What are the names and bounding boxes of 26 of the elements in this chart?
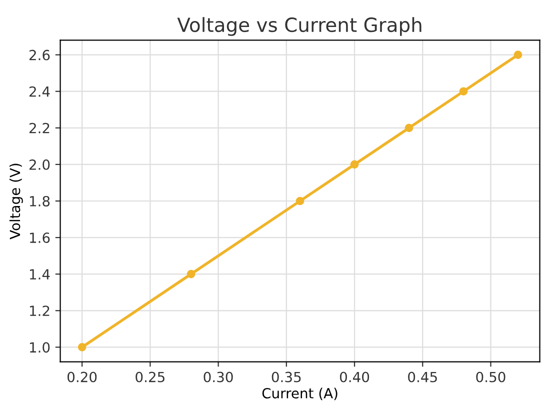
y-tick-label: 1.8 (30, 196, 50, 206)
y-tick-label: 1.4 (30, 269, 50, 280)
point (350, 160, 359, 169)
point (459, 87, 468, 96)
point (514, 50, 522, 59)
y-tick-label: 2.2 (29, 122, 50, 134)
x-tick-label: 0.25 (136, 372, 164, 382)
y-tick-label: 2.0 (29, 159, 50, 170)
x-tick-label: 0.20 (68, 372, 97, 382)
x-axis-title: Current (A) (262, 388, 338, 400)
y-tick-label: 1.6 (30, 232, 50, 244)
point (78, 343, 86, 352)
point (296, 196, 304, 206)
point (186, 270, 196, 278)
x-tick-label: 0.30 (204, 372, 233, 382)
y-axis-title: Voltage (V) (9, 164, 23, 240)
y-tick-label: 1.2 (30, 306, 50, 316)
y-tick-label: 1.0 (30, 342, 50, 353)
point (404, 124, 414, 132)
y-tick-label: 2.4 (29, 86, 50, 97)
chart-title: Voltage vs Current Graph (177, 17, 422, 36)
x-tick-label: 0.35 (272, 372, 301, 382)
x-tick-label: 0.40 (340, 372, 370, 382)
y-tick-label: 2.6 (29, 50, 50, 60)
x-tick-label: 0.45 (408, 372, 437, 382)
x-tick-label: 0.50 (476, 372, 506, 382)
